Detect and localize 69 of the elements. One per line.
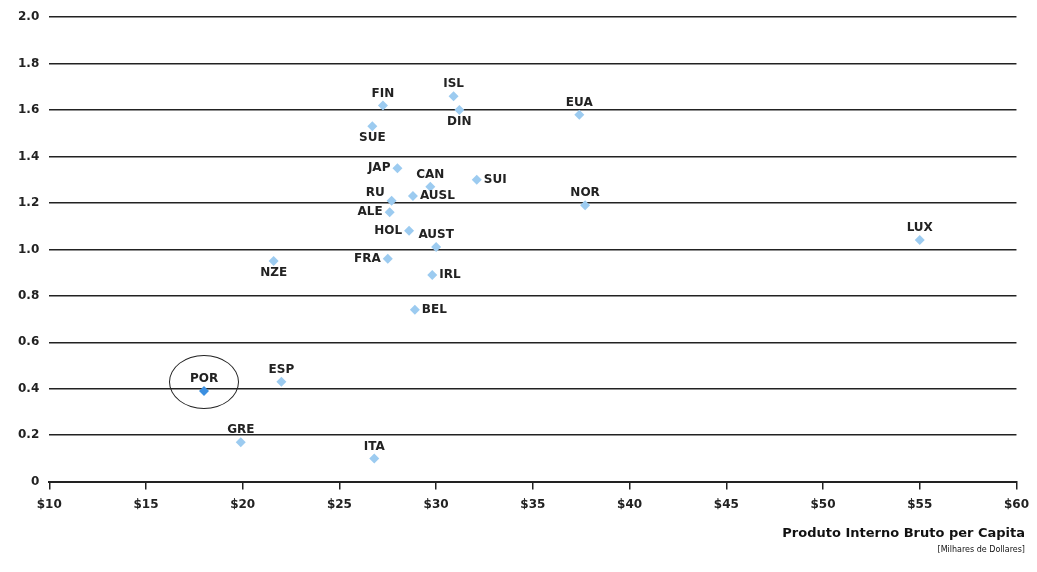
- point: [235, 437, 246, 448]
- x-tick-label: $30: [423, 496, 449, 511]
- annotation: GRE: [227, 422, 255, 437]
- annotation: ESP: [268, 361, 295, 376]
- annotation: POR: [189, 371, 219, 386]
- annotation: BEL: [421, 301, 448, 316]
- point: [268, 256, 279, 267]
- x-tick-label: $60: [1003, 496, 1030, 511]
- point: [382, 253, 393, 264]
- y-tick-label: 1.2: [17, 195, 40, 210]
- y-tick-label: 1.8: [17, 55, 40, 70]
- x-tick-label: $55: [907, 496, 933, 511]
- point: [914, 235, 925, 246]
- point: [574, 109, 585, 120]
- annotation: FIN: [371, 85, 395, 100]
- y-tick-label: 0: [30, 473, 40, 488]
- point: [454, 105, 465, 116]
- annotation: ISL: [443, 76, 465, 91]
- annotation: AUST: [418, 227, 455, 242]
- point: [404, 225, 415, 236]
- annotation: JAP: [366, 160, 391, 175]
- y-tick-label: 1.6: [17, 102, 40, 117]
- annotation: FRA: [354, 250, 382, 265]
- y-tick-label: 1.0: [17, 241, 40, 256]
- annotation: SUE: [359, 130, 386, 145]
- point: [392, 163, 403, 174]
- point: [431, 242, 442, 253]
- point: [427, 269, 438, 280]
- annotation: RU: [365, 184, 385, 199]
- y-tick-label: 0.2: [17, 427, 40, 442]
- annotation: AUSL: [419, 188, 456, 203]
- annotation: ALE: [357, 204, 383, 219]
- y-tick-label: 1.4: [17, 148, 40, 163]
- annotation: NZE: [260, 265, 288, 280]
- annotation: IRL: [439, 267, 461, 282]
- annotation: DIN: [447, 114, 472, 129]
- x-tick-label: $40: [617, 496, 643, 511]
- annotation: ITA: [363, 438, 386, 453]
- x-tick-label: $25: [326, 496, 352, 511]
- annotation: SUI: [483, 171, 507, 186]
- x-tick-label: $35: [520, 496, 546, 511]
- point: [377, 100, 388, 111]
- x-axis-title: Produto Interno Bruto per Capita: [782, 525, 1025, 540]
- x-tick-label: $10: [36, 496, 62, 511]
- x-tick-label: $50: [810, 496, 836, 511]
- annotation: CAN: [416, 166, 445, 181]
- x-tick-label: $15: [133, 496, 159, 511]
- y-tick-label: 2.0: [17, 9, 40, 24]
- point: [369, 453, 380, 464]
- point: [276, 376, 287, 387]
- y-tick-label: 0.6: [17, 334, 40, 349]
- point: [199, 386, 210, 397]
- x-tick-label: $20: [230, 496, 256, 511]
- annotation: HOL: [374, 222, 403, 237]
- annotation: EUA: [565, 94, 594, 109]
- y-tick-label: 0.8: [17, 287, 40, 302]
- point: [384, 207, 395, 218]
- point: [580, 200, 591, 211]
- annotation: LUX: [906, 220, 934, 235]
- annotation: NOR: [570, 185, 600, 200]
- point: [409, 304, 420, 315]
- text: [Milhares de Dollares]: [937, 545, 1025, 554]
- point: [471, 174, 482, 185]
- point: [448, 91, 459, 102]
- y-tick-label: 0.4: [17, 380, 40, 395]
- point: [367, 121, 378, 132]
- x-tick-label: $45: [713, 496, 739, 511]
- point: [386, 195, 397, 206]
- point: [407, 190, 418, 201]
